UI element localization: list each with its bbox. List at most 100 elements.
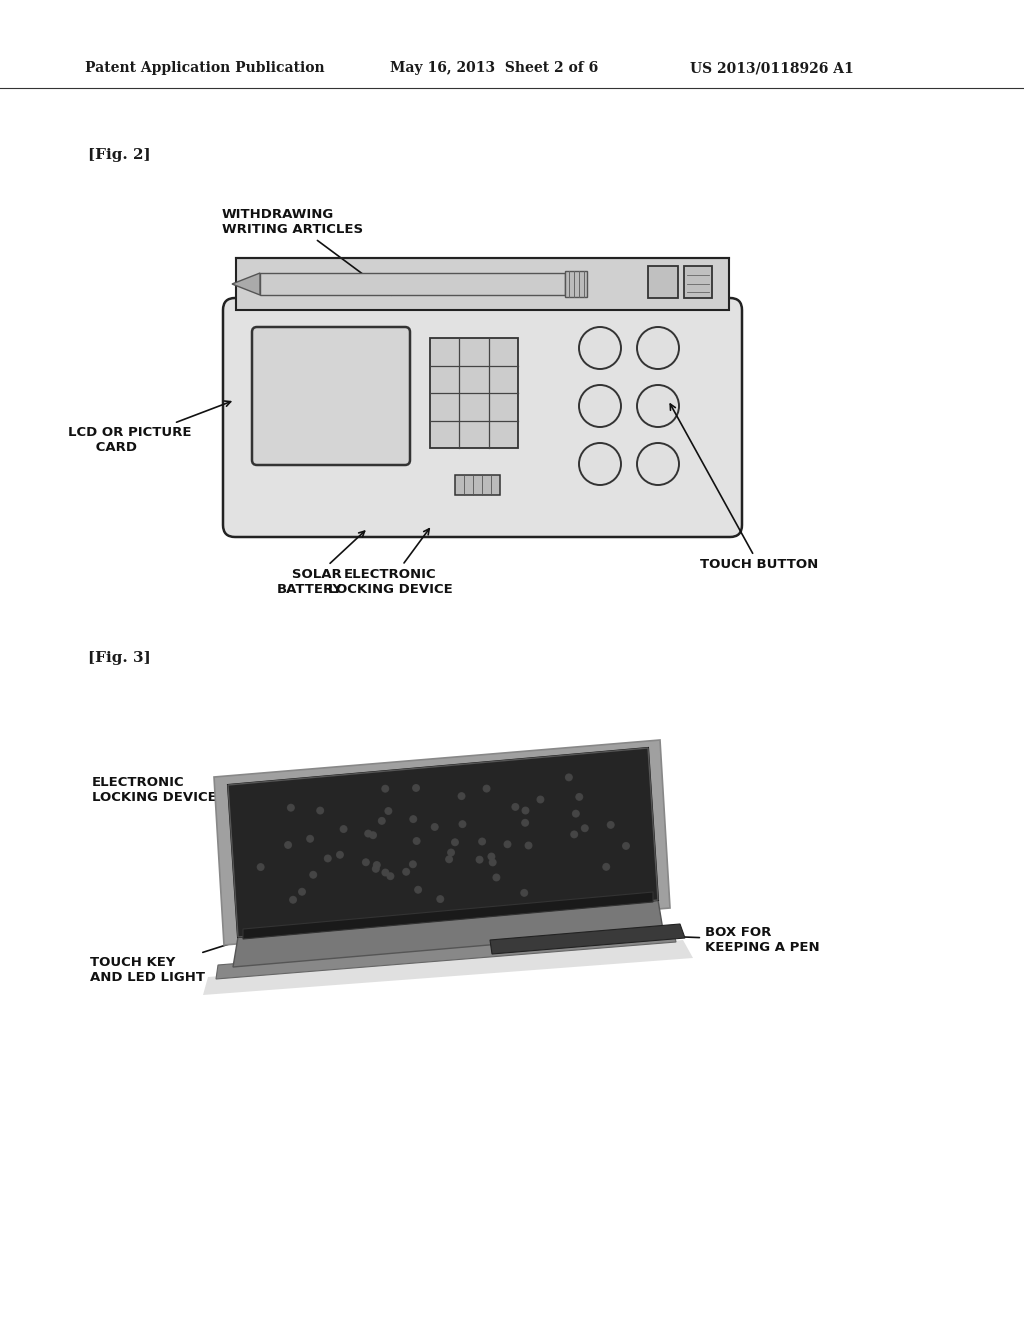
Circle shape [537, 796, 545, 804]
Circle shape [340, 825, 347, 833]
Circle shape [298, 888, 306, 896]
Bar [684, 267, 712, 298]
Circle shape [289, 896, 297, 904]
Circle shape [336, 851, 344, 859]
Circle shape [381, 784, 389, 793]
Text: ELECTRONIC
LOCKING DEVICE: ELECTRONIC LOCKING DEVICE [92, 776, 406, 804]
Circle shape [521, 818, 529, 826]
Polygon shape [214, 741, 670, 945]
Bar [565, 271, 587, 297]
Circle shape [504, 841, 512, 849]
Circle shape [475, 855, 483, 863]
Text: [Fig. 3]: [Fig. 3] [88, 651, 151, 665]
Circle shape [458, 792, 466, 800]
Circle shape [402, 867, 411, 875]
Bar [236, 257, 729, 310]
Circle shape [437, 895, 443, 903]
Circle shape [581, 824, 589, 832]
Circle shape [521, 890, 527, 896]
Circle shape [525, 842, 532, 849]
Circle shape [623, 842, 630, 850]
Circle shape [284, 841, 292, 849]
Circle shape [575, 793, 584, 801]
Circle shape [478, 837, 486, 846]
Circle shape [520, 888, 528, 896]
Circle shape [372, 865, 380, 873]
Circle shape [402, 869, 410, 875]
Polygon shape [243, 892, 653, 939]
Circle shape [489, 859, 497, 866]
Circle shape [565, 774, 572, 781]
Text: US 2013/0118926 A1: US 2013/0118926 A1 [690, 61, 854, 75]
Circle shape [572, 810, 580, 817]
Circle shape [381, 869, 389, 876]
Circle shape [378, 817, 385, 825]
Text: BOX FOR
KEEPING A PEN: BOX FOR KEEPING A PEN [585, 927, 819, 954]
Circle shape [451, 838, 459, 846]
Polygon shape [216, 928, 676, 979]
Circle shape [309, 871, 317, 879]
Bar [430, 338, 518, 447]
Circle shape [387, 873, 394, 879]
Circle shape [512, 804, 519, 810]
FancyBboxPatch shape [252, 327, 410, 465]
Circle shape [409, 861, 417, 869]
Circle shape [306, 836, 313, 842]
Text: [Fig. 2]: [Fig. 2] [88, 148, 151, 162]
Circle shape [384, 807, 392, 814]
Circle shape [414, 886, 422, 894]
Circle shape [436, 895, 444, 903]
Polygon shape [203, 940, 693, 995]
Circle shape [521, 807, 529, 814]
Polygon shape [232, 273, 260, 294]
Circle shape [431, 824, 438, 830]
Polygon shape [228, 748, 658, 937]
Circle shape [385, 808, 392, 814]
Circle shape [431, 822, 438, 832]
Text: May 16, 2013  Sheet 2 of 6: May 16, 2013 Sheet 2 of 6 [390, 61, 598, 75]
Circle shape [365, 830, 372, 837]
Circle shape [488, 858, 497, 866]
Circle shape [382, 869, 389, 876]
Text: ELECTRONIC
LOCKING DEVICE: ELECTRONIC LOCKING DEVICE [328, 529, 453, 597]
Circle shape [493, 874, 500, 880]
Circle shape [290, 896, 297, 903]
Circle shape [483, 785, 490, 792]
Circle shape [413, 784, 420, 792]
Text: LCD OR PICTURE
      CARD: LCD OR PICTURE CARD [68, 401, 230, 454]
Circle shape [607, 821, 614, 829]
Polygon shape [490, 924, 685, 954]
Circle shape [410, 816, 417, 824]
Circle shape [299, 888, 305, 895]
Bar [648, 267, 678, 298]
Circle shape [637, 444, 679, 484]
Circle shape [325, 855, 332, 862]
Circle shape [447, 849, 455, 857]
Circle shape [570, 830, 578, 838]
Circle shape [522, 807, 529, 814]
Circle shape [316, 807, 324, 814]
Circle shape [309, 871, 316, 878]
Circle shape [603, 863, 609, 870]
Circle shape [288, 804, 294, 812]
Circle shape [370, 832, 377, 838]
Circle shape [445, 855, 453, 863]
Circle shape [361, 858, 370, 866]
Circle shape [365, 829, 372, 838]
Circle shape [511, 803, 519, 810]
Circle shape [285, 841, 292, 849]
Circle shape [482, 784, 490, 792]
Text: Patent Application Publication: Patent Application Publication [85, 61, 325, 75]
Circle shape [316, 807, 325, 814]
Circle shape [410, 861, 417, 867]
Circle shape [459, 821, 466, 828]
Circle shape [413, 837, 421, 845]
FancyBboxPatch shape [223, 298, 742, 537]
Circle shape [447, 849, 455, 857]
Circle shape [637, 327, 679, 370]
Circle shape [413, 837, 420, 845]
Circle shape [637, 385, 679, 426]
Circle shape [257, 863, 264, 871]
Circle shape [410, 816, 417, 822]
Circle shape [362, 859, 370, 866]
